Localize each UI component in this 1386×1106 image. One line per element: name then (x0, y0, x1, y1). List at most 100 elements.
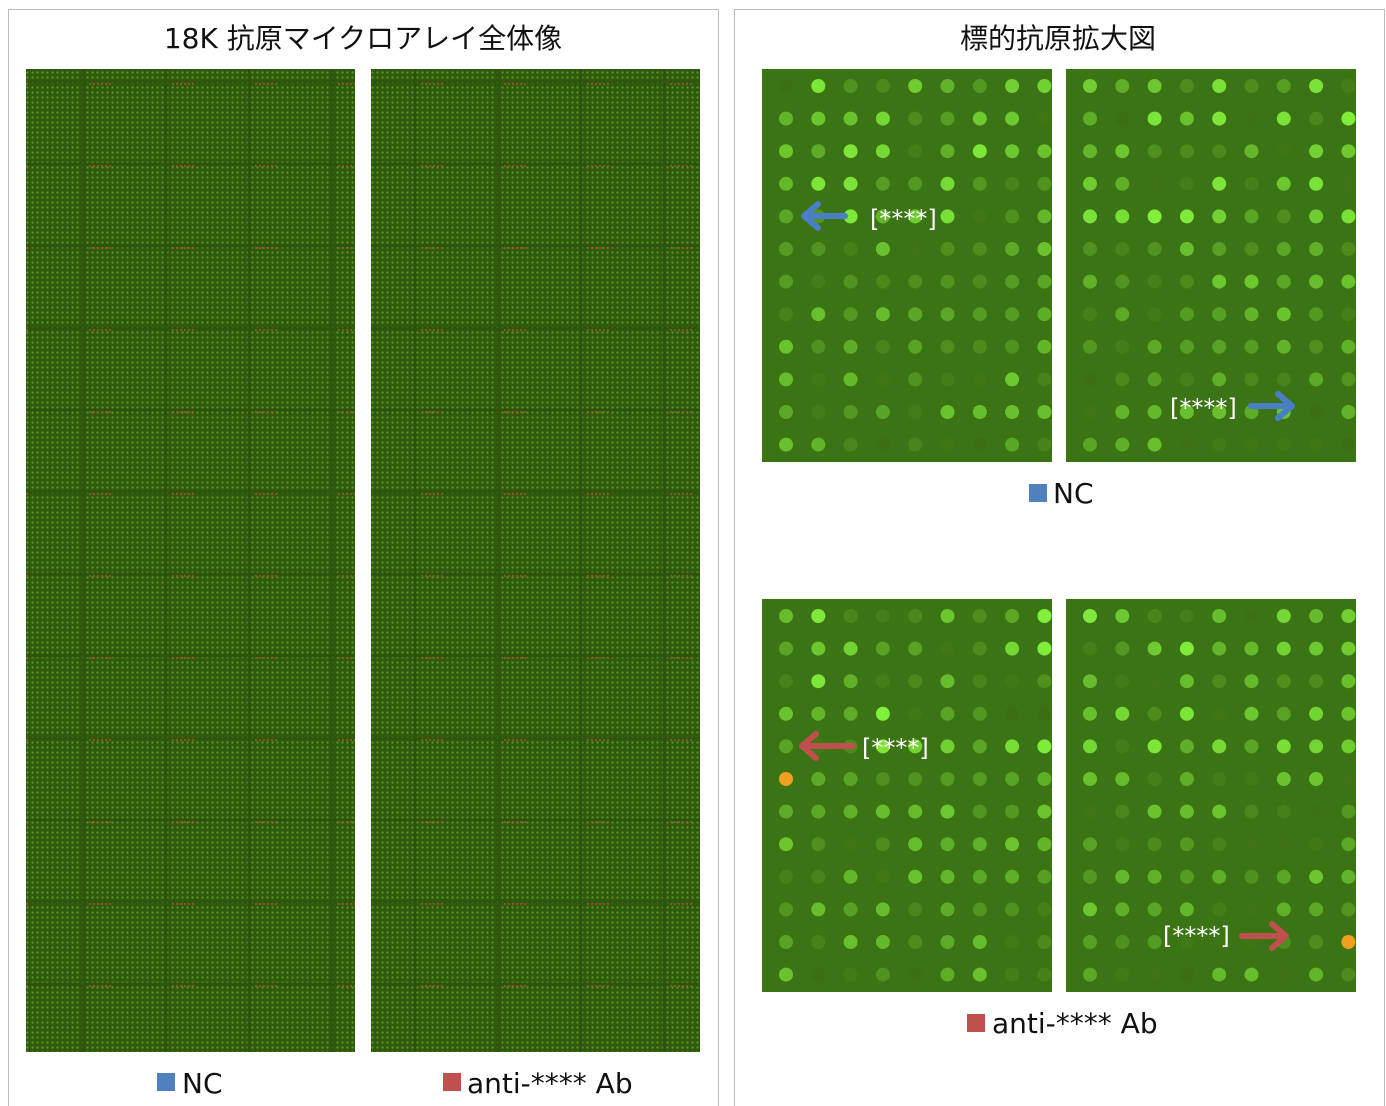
spot (1037, 772, 1052, 786)
spot (1115, 372, 1130, 387)
spot (1037, 372, 1052, 387)
spot (843, 837, 858, 852)
spot (1115, 935, 1130, 949)
spot (1179, 772, 1194, 786)
spot (1212, 739, 1227, 754)
spot (1212, 837, 1227, 852)
spot (1309, 967, 1324, 982)
spot (1309, 339, 1324, 354)
spot (1147, 706, 1162, 721)
spot (1115, 307, 1130, 322)
spot (908, 111, 923, 126)
group-label: anti-**** Ab (992, 1007, 1158, 1040)
spot (779, 967, 793, 982)
spot (1083, 176, 1097, 191)
spot (1341, 209, 1356, 224)
legend-swatch (157, 1073, 175, 1091)
spot (972, 405, 987, 419)
spot (1341, 274, 1356, 289)
spot (1276, 902, 1291, 917)
spot (1309, 111, 1324, 126)
annotation: [****] (1163, 922, 1230, 950)
spot (1341, 372, 1356, 387)
spot (1005, 209, 1020, 224)
spot (779, 209, 793, 224)
spot (1341, 706, 1356, 721)
spot (1309, 804, 1324, 819)
spot (1309, 739, 1324, 754)
spot (843, 869, 858, 884)
spot (940, 242, 955, 256)
spot (875, 674, 890, 689)
spot (1244, 869, 1259, 884)
spot (1147, 274, 1162, 289)
spot (908, 176, 923, 191)
spot (1005, 111, 1020, 126)
spot (1037, 111, 1052, 126)
spot (1115, 706, 1130, 721)
spot (940, 869, 955, 884)
full-array-images (26, 69, 700, 1052)
spot (1212, 176, 1227, 191)
spot (1244, 176, 1259, 191)
spot (1083, 372, 1097, 387)
spot (940, 437, 955, 452)
spot (1005, 609, 1020, 623)
spot (908, 307, 923, 322)
spot (1083, 837, 1097, 852)
spot (1037, 209, 1052, 224)
spot (1179, 641, 1194, 656)
spot (1276, 372, 1291, 387)
spot (1341, 437, 1356, 452)
spot (843, 274, 858, 289)
spot (779, 437, 793, 452)
spot (1147, 176, 1162, 191)
right-title: 標的抗原拡大図 (960, 22, 1156, 55)
spot (843, 176, 858, 191)
zoom-image (1066, 69, 1356, 462)
spot (1244, 609, 1259, 623)
spot (908, 739, 923, 754)
spot (811, 967, 826, 982)
spot (1179, 935, 1194, 949)
spot (972, 804, 987, 819)
spot (940, 176, 955, 191)
spot (1115, 739, 1130, 754)
spot (1212, 706, 1227, 721)
spot (1341, 967, 1356, 982)
spot (1309, 837, 1324, 852)
spot (1244, 372, 1259, 387)
annotation: [****] (1170, 394, 1237, 422)
spot (811, 242, 826, 256)
spot (972, 437, 987, 452)
spot (1037, 902, 1052, 917)
spot (1037, 641, 1052, 656)
spot (1212, 274, 1227, 289)
spot (1341, 339, 1356, 354)
spot (779, 609, 793, 623)
spot (1115, 804, 1130, 819)
spot (1115, 144, 1130, 159)
spot (1147, 111, 1162, 126)
spot (1341, 111, 1356, 126)
spot (1147, 739, 1162, 754)
spot (875, 372, 890, 387)
spot (908, 804, 923, 819)
spot (811, 837, 826, 852)
spot (972, 739, 987, 754)
spot (779, 405, 793, 419)
zoom-image (1066, 599, 1356, 992)
spot (779, 902, 793, 917)
spot (972, 242, 987, 256)
spot (1244, 837, 1259, 852)
spot (1083, 144, 1097, 159)
spot (1212, 772, 1227, 786)
spot (843, 242, 858, 256)
spot (1309, 176, 1324, 191)
spot (1147, 372, 1162, 387)
spot (940, 609, 955, 623)
spot (908, 609, 923, 623)
spot (1147, 307, 1162, 322)
spot (1147, 144, 1162, 159)
spot (1309, 902, 1324, 917)
